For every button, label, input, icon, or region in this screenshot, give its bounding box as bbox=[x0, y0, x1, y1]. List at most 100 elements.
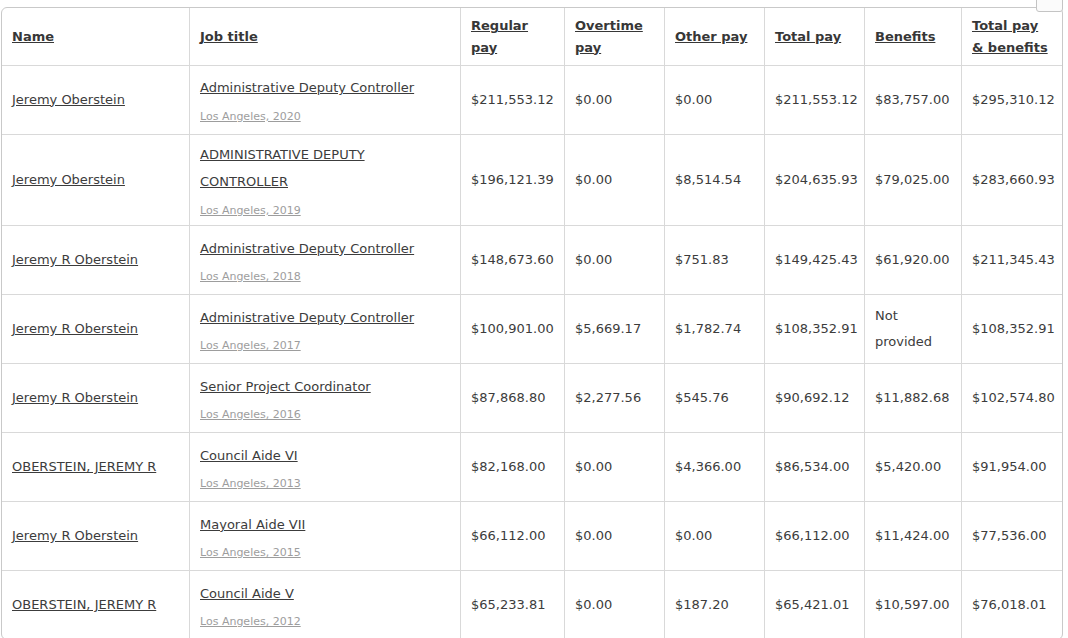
name-cell: Jeremy R Oberstein bbox=[2, 501, 190, 570]
location-year-line: Los Angeles, 2013 bbox=[200, 474, 448, 493]
table-header: Name Job title Regular pay Overtime pay … bbox=[2, 8, 1062, 65]
table-row: OBERSTEIN, JEREMY R Council Aide V Los A… bbox=[2, 570, 1062, 638]
job-title-line: ADMINISTRATIVE DEPUTY CONTROLLER bbox=[200, 141, 448, 196]
column-header-other-pay: Other pay bbox=[665, 8, 765, 65]
total-pay-cell: $149,425.43 bbox=[765, 225, 865, 294]
job-title-line: Administrative Deputy Controller bbox=[200, 235, 448, 262]
other-pay-cell: $187.20 bbox=[665, 570, 765, 638]
location-year-line: Los Angeles, 2012 bbox=[200, 612, 448, 631]
other-pay-cell: $8,514.54 bbox=[665, 134, 765, 225]
sort-name-link[interactable]: Name bbox=[12, 29, 54, 44]
location-year-link[interactable]: Los Angeles, 2013 bbox=[200, 477, 301, 490]
sort-overtime-pay-link[interactable]: Overtime pay bbox=[575, 18, 643, 54]
overtime-pay-cell: $0.00 bbox=[565, 570, 665, 638]
job-title-cell: Mayoral Aide VII Los Angeles, 2015 bbox=[190, 501, 461, 570]
job-title-link[interactable]: Mayoral Aide VII bbox=[200, 517, 305, 532]
overtime-pay-cell: $0.00 bbox=[565, 65, 665, 134]
benefits-cell: $5,420.00 bbox=[865, 432, 962, 501]
overtime-pay-cell: $0.00 bbox=[565, 501, 665, 570]
other-pay-cell: $545.76 bbox=[665, 363, 765, 432]
location-year-line: Los Angeles, 2015 bbox=[200, 543, 448, 562]
column-header-benefits: Benefits bbox=[865, 8, 962, 65]
location-year-line: Los Angeles, 2016 bbox=[200, 405, 448, 424]
other-pay-cell: $0.00 bbox=[665, 65, 765, 134]
name-cell: Jeremy R Oberstein bbox=[2, 225, 190, 294]
benefits-cell: $61,920.00 bbox=[865, 225, 962, 294]
location-year-link[interactable]: Los Angeles, 2016 bbox=[200, 408, 301, 421]
total-pay-benefits-cell: $283,660.93 bbox=[962, 134, 1062, 225]
location-year-link[interactable]: Los Angeles, 2017 bbox=[200, 339, 301, 352]
table-body: Jeremy Oberstein Administrative Deputy C… bbox=[2, 65, 1062, 638]
table-row: Jeremy R Oberstein Administrative Deputy… bbox=[2, 225, 1062, 294]
overtime-pay-cell: $0.00 bbox=[565, 432, 665, 501]
table-row: Jeremy R Oberstein Administrative Deputy… bbox=[2, 294, 1062, 363]
location-year-line: Los Angeles, 2017 bbox=[200, 336, 448, 355]
job-title-cell: Administrative Deputy Controller Los Ang… bbox=[190, 294, 461, 363]
location-year-link[interactable]: Los Angeles, 2020 bbox=[200, 110, 301, 123]
sort-total-pay-benefits-link[interactable]: Total pay & benefits bbox=[972, 18, 1048, 54]
employee-name-link[interactable]: Jeremy Oberstein bbox=[12, 92, 125, 107]
location-year-link[interactable]: Los Angeles, 2018 bbox=[200, 270, 301, 283]
name-cell: Jeremy Oberstein bbox=[2, 65, 190, 134]
table-row: Jeremy Oberstein ADMINISTRATIVE DEPUTY C… bbox=[2, 134, 1062, 225]
column-header-overtime-pay: Overtime pay bbox=[565, 8, 665, 65]
location-year-line: Los Angeles, 2019 bbox=[200, 201, 448, 220]
job-title-link[interactable]: Council Aide VI bbox=[200, 448, 298, 463]
employee-name-link[interactable]: Jeremy R Oberstein bbox=[12, 321, 138, 336]
table-row: Jeremy R Oberstein Mayoral Aide VII Los … bbox=[2, 501, 1062, 570]
name-cell: Jeremy R Oberstein bbox=[2, 294, 190, 363]
name-cell: Jeremy R Oberstein bbox=[2, 363, 190, 432]
job-title-link[interactable]: ADMINISTRATIVE DEPUTY CONTROLLER bbox=[200, 147, 365, 189]
partial-button[interactable] bbox=[1036, 0, 1063, 12]
salary-table: Name Job title Regular pay Overtime pay … bbox=[1, 7, 1063, 638]
location-year-link[interactable]: Los Angeles, 2012 bbox=[200, 615, 301, 628]
job-title-link[interactable]: Senior Project Coordinator bbox=[200, 379, 371, 394]
other-pay-cell: $751.83 bbox=[665, 225, 765, 294]
overtime-pay-cell: $0.00 bbox=[565, 134, 665, 225]
overtime-pay-cell: $0.00 bbox=[565, 225, 665, 294]
sort-job-title-link[interactable]: Job title bbox=[200, 29, 258, 44]
job-title-link[interactable]: Administrative Deputy Controller bbox=[200, 80, 414, 95]
job-title-line: Administrative Deputy Controller bbox=[200, 304, 448, 331]
total-pay-benefits-cell: $295,310.12 bbox=[962, 65, 1062, 134]
regular-pay-cell: $65,233.81 bbox=[461, 570, 565, 638]
job-title-cell: ADMINISTRATIVE DEPUTY CONTROLLER Los Ang… bbox=[190, 134, 461, 225]
table-row: Jeremy R Oberstein Senior Project Coordi… bbox=[2, 363, 1062, 432]
benefits-cell: $83,757.00 bbox=[865, 65, 962, 134]
benefits-cell: Not provided bbox=[865, 294, 962, 363]
job-title-cell: Council Aide V Los Angeles, 2012 bbox=[190, 570, 461, 638]
overtime-pay-cell: $5,669.17 bbox=[565, 294, 665, 363]
column-header-total-pay: Total pay bbox=[765, 8, 865, 65]
sort-total-pay-link[interactable]: Total pay bbox=[775, 29, 841, 44]
job-title-cell: Administrative Deputy Controller Los Ang… bbox=[190, 65, 461, 134]
location-year-link[interactable]: Los Angeles, 2019 bbox=[200, 204, 301, 217]
job-title-line: Mayoral Aide VII bbox=[200, 511, 448, 538]
employee-name-link[interactable]: Jeremy R Oberstein bbox=[12, 390, 138, 405]
job-title-link[interactable]: Administrative Deputy Controller bbox=[200, 241, 414, 256]
table-row: Jeremy Oberstein Administrative Deputy C… bbox=[2, 65, 1062, 134]
location-year-line: Los Angeles, 2018 bbox=[200, 267, 448, 286]
benefits-cell: $10,597.00 bbox=[865, 570, 962, 638]
benefits-cell: $79,025.00 bbox=[865, 134, 962, 225]
job-title-link[interactable]: Council Aide V bbox=[200, 586, 294, 601]
location-year-link[interactable]: Los Angeles, 2015 bbox=[200, 546, 301, 559]
regular-pay-cell: $196,121.39 bbox=[461, 134, 565, 225]
column-header-total-pay-benefits: Total pay & benefits bbox=[962, 8, 1062, 65]
job-title-link[interactable]: Administrative Deputy Controller bbox=[200, 310, 414, 325]
total-pay-cell: $65,421.01 bbox=[765, 570, 865, 638]
sort-regular-pay-link[interactable]: Regular pay bbox=[471, 18, 528, 54]
total-pay-benefits-cell: $102,574.80 bbox=[962, 363, 1062, 432]
total-pay-cell: $108,352.91 bbox=[765, 294, 865, 363]
regular-pay-cell: $148,673.60 bbox=[461, 225, 565, 294]
other-pay-cell: $0.00 bbox=[665, 501, 765, 570]
employee-name-link[interactable]: OBERSTEIN, JEREMY R bbox=[12, 597, 156, 612]
table-row: OBERSTEIN, JEREMY R Council Aide VI Los … bbox=[2, 432, 1062, 501]
employee-name-link[interactable]: Jeremy Oberstein bbox=[12, 172, 125, 187]
name-cell: Jeremy Oberstein bbox=[2, 134, 190, 225]
job-title-cell: Administrative Deputy Controller Los Ang… bbox=[190, 225, 461, 294]
employee-name-link[interactable]: Jeremy R Oberstein bbox=[12, 528, 138, 543]
sort-other-pay-link[interactable]: Other pay bbox=[675, 29, 747, 44]
sort-benefits-link[interactable]: Benefits bbox=[875, 29, 935, 44]
employee-name-link[interactable]: OBERSTEIN, JEREMY R bbox=[12, 459, 156, 474]
employee-name-link[interactable]: Jeremy R Oberstein bbox=[12, 252, 138, 267]
